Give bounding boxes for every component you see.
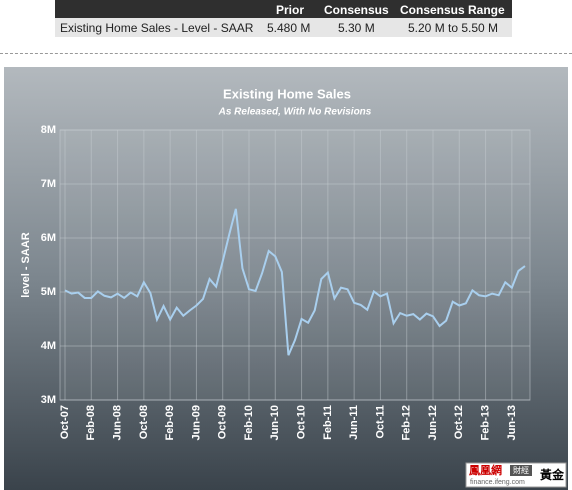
logo: 鳳凰網 財經 finance.ifeng.com 黃金 [465, 462, 567, 488]
table-row: Existing Home Sales - Level - SAAR 5.480… [55, 18, 512, 37]
x-tick-label: Oct-11 [374, 405, 386, 439]
header-cell: Prior [276, 3, 305, 17]
x-tick-label: Jun-12 [427, 405, 439, 440]
x-tick-label: Oct-12 [453, 405, 465, 439]
logo-tag: 財經 [513, 465, 529, 475]
data-line [64, 208, 526, 356]
x-tick-label: Jun-10 [269, 405, 281, 440]
header-cell: Consensus [324, 3, 389, 17]
logo-tag-bg [510, 465, 532, 476]
y-tick-label: 5M [41, 286, 56, 298]
logo-section: 黃金 [539, 467, 565, 482]
x-tick-label: Jun-11 [348, 405, 360, 440]
cell: 5.480 M [267, 21, 311, 35]
table-header: Prior Consensus Consensus Range [55, 0, 512, 18]
cell: Existing Home Sales - Level - SAAR [60, 21, 254, 35]
x-tick-label: Jun-09 [190, 405, 202, 440]
cell: 5.20 M to 5.50 M [408, 21, 499, 35]
y-tick-label: 4M [41, 340, 56, 352]
x-tick-label: Oct-09 [217, 405, 229, 439]
x-tick-label: Jun-08 [111, 405, 123, 440]
logo-url: finance.ifeng.com [470, 479, 525, 486]
chart-subtitle: As Released, With No Revisions [218, 107, 372, 118]
logo-name: 鳳凰網 [469, 463, 502, 477]
separator [0, 53, 572, 54]
consensus-table: Prior Consensus Consensus Range Existing… [55, 0, 512, 37]
y-tick-label: 7M [41, 178, 56, 190]
y-tick-label: 6M [41, 232, 56, 244]
chart-panel [4, 67, 568, 490]
x-tick-label: Oct-07 [59, 405, 71, 439]
x-tick-label: Jun-13 [506, 405, 518, 440]
x-tick-label: Feb-12 [401, 405, 413, 440]
x-tick-label: Feb-10 [243, 405, 255, 440]
cell: 5.30 M [338, 21, 375, 35]
x-tick-label: Feb-13 [479, 405, 491, 440]
x-tick-label: Oct-10 [295, 405, 307, 439]
x-tick-label: Feb-09 [164, 405, 176, 440]
y-tick-label: 3M [41, 394, 56, 406]
y-axis-label: level - SAAR [20, 232, 32, 297]
x-tick-label: Feb-08 [85, 405, 97, 440]
x-tick-label: Oct-08 [138, 405, 150, 439]
chart-title: Existing Home Sales [223, 86, 351, 101]
y-tick-label: 8M [41, 124, 56, 136]
header-cell: Consensus Range [400, 3, 505, 17]
x-tick-label: Feb-11 [322, 405, 334, 440]
plot-area [59, 129, 531, 401]
